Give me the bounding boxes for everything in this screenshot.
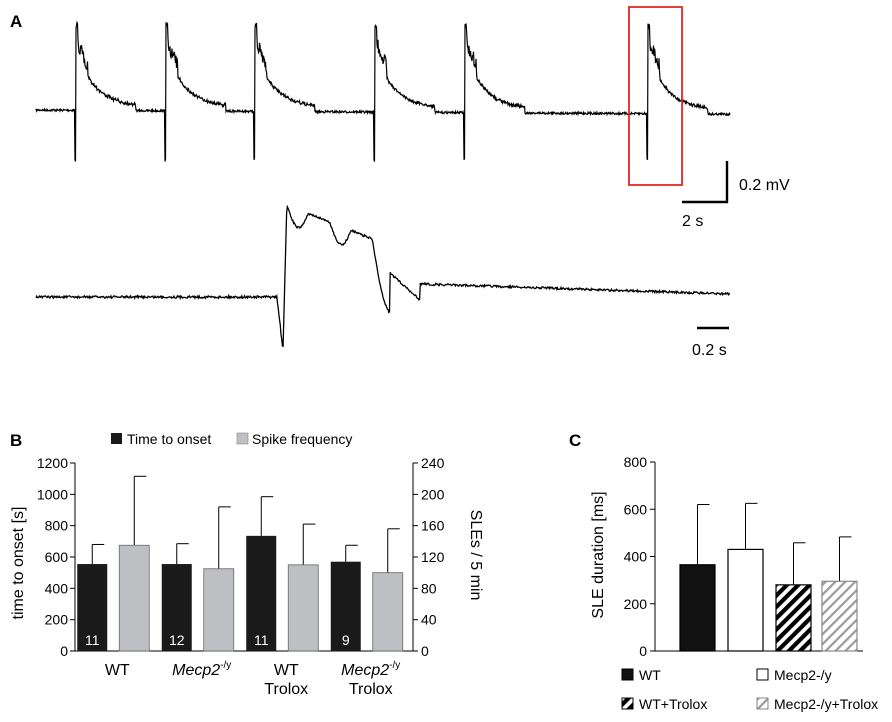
b-right-tick-label: 40 [421,612,437,628]
b-left-tick-label: 800 [45,518,69,534]
b-bar-time-to-onset [330,561,361,651]
voltage-trace-top [35,20,731,162]
c-legend-swatch [756,697,769,710]
b-bar-n-label: 12 [169,632,185,648]
voltage-trace-zoom [35,204,731,348]
scale-bar-top: 0.2 mV 2 s [682,161,790,230]
b-bar-n-label: 11 [254,632,269,648]
b-left-tick-label: 400 [45,580,69,596]
c-axis-title: SLE duration [ms] [590,491,607,618]
panel-a-label: A [10,12,22,31]
legend-swatch-time-to-onset [111,433,122,444]
b-left-axis-title: time to onset [s] [10,507,27,620]
panel-a: A 0.2 mV 2 s 0.2 s [10,6,790,359]
legend-b: Time to onset Spike frequency [111,431,352,447]
b-bar-spike-frequency [203,568,235,652]
b-right-tick-label: 200 [421,486,445,502]
c-legend-swatch [756,668,769,681]
b-right-tick-label: 80 [421,580,437,596]
c-legend-label: Mecp2-/y [774,667,832,683]
c-legend-swatch [621,697,634,710]
c-legend-label: WT [639,667,661,683]
b-category-label-line2: Trolox [264,681,308,698]
b-bar-time-to-onset [77,564,108,651]
c-bar [775,584,812,652]
c-legend-label: Mecp2-/y+Trolox [774,696,878,712]
c-bar [679,564,716,652]
b-bar-time-to-onset [246,535,277,651]
b-bar-spike-frequency [287,564,319,652]
b-bar-spike-frequency [118,544,150,652]
panel-c: C SLE duration [ms] 0 200 400 600 800 WT Mecp… [569,431,878,712]
c-tick-label: 0 [639,643,647,659]
b-left-tick-label: 1000 [37,486,68,502]
legend-c: WT Mecp2-/y WT+Trolox Mecp2-/y+Trolox [621,667,878,712]
b-category-label: WT [105,662,130,679]
b-left-tick-label: 600 [45,549,69,565]
b-bar-n-label: 9 [342,632,350,648]
b-bar-n-label: 11 [85,632,100,648]
c-legend-label: WT+Trolox [639,696,707,712]
b-category-label: Mecp2-/y [341,660,400,679]
c-legend-swatch [621,668,634,681]
chart-c-plot: 0 200 400 600 800 [624,454,863,659]
b-left-tick-label: 200 [45,612,69,628]
scale-voltage-label: 0.2 mV [739,177,790,194]
panel-c-label: C [569,431,581,450]
b-bar-spike-frequency [372,572,404,652]
c-tick-label: 800 [624,454,648,470]
b-category-label-line2: Trolox [349,681,393,698]
c-tick-label: 600 [624,501,648,517]
c-tick-label: 400 [624,549,648,565]
c-bar [727,548,764,652]
b-left-tick-label: 0 [60,643,68,659]
scale-time-bottom-label: 0.2 s [692,342,727,359]
c-tick-label: 200 [624,596,648,612]
panel-b: B Time to onset Spike frequency time to … [10,431,484,698]
highlight-box [628,6,683,186]
scale-bar-bottom: 0.2 s [692,326,729,359]
c-bar [821,580,858,652]
b-right-tick-label: 0 [421,643,429,659]
chart-b-plot: 0 200 400 600 800 1000 1200 0 40 80 120 160 200 240 11… [37,455,445,698]
b-right-tick-label: 240 [421,455,445,471]
panel-b-label: B [10,431,22,450]
b-category-label: WT [274,662,299,679]
b-right-axis-title: SLEs / 5 min [467,510,484,601]
b-right-tick-label: 160 [421,518,445,534]
legend-swatch-spike-frequency [236,432,249,445]
b-bar-time-to-onset [161,564,192,651]
legend-label-spike-frequency: Spike frequency [252,431,352,447]
legend-label-time-to-onset: Time to onset [127,431,211,447]
b-right-tick-label: 120 [421,549,445,565]
b-left-tick-label: 1200 [37,455,68,471]
scale-time-top-label: 2 s [682,213,703,230]
b-category-label: Mecp2-/y [172,660,231,679]
